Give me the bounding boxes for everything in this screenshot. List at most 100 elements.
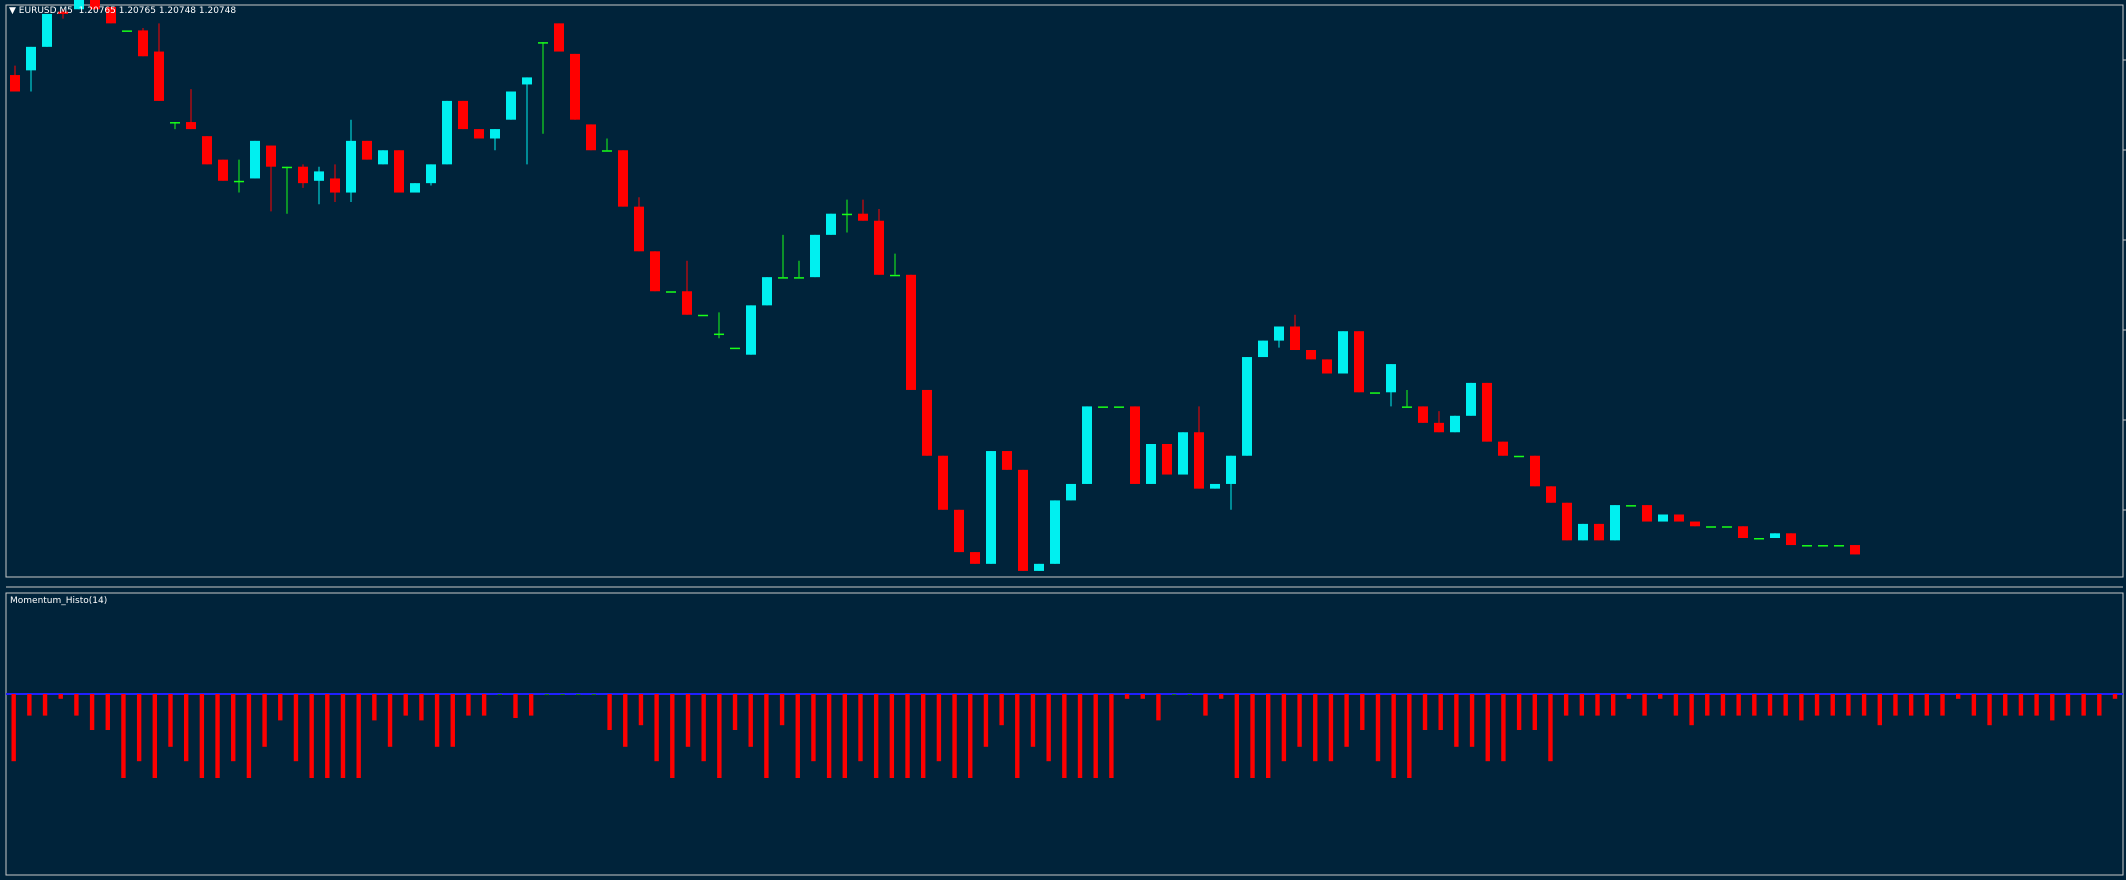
candle-body <box>1210 483 1220 489</box>
histogram-bar <box>889 694 895 778</box>
candle-body <box>666 291 676 293</box>
candle-body <box>1098 406 1108 408</box>
histogram-bar <box>1313 694 1318 762</box>
candle-body <box>1690 521 1700 527</box>
histogram-bar <box>1015 694 1020 778</box>
histogram-bar <box>215 694 220 778</box>
histogram-bar <box>638 694 644 726</box>
candle-body <box>1770 533 1780 538</box>
candle-body <box>1258 340 1268 358</box>
histogram-bar <box>1328 694 1334 762</box>
candle-body <box>426 164 436 184</box>
candle-body <box>826 213 836 235</box>
histogram-bar <box>685 694 691 747</box>
candle-body <box>890 274 900 277</box>
symbol-header[interactable]: ▼ EURUSD,M5 1.20765 1.20765 1.20748 1.20… <box>9 6 236 16</box>
histogram-bar <box>1673 694 1679 716</box>
candle-body <box>586 124 596 151</box>
histogram-bar <box>1250 694 1255 778</box>
histogram-bar <box>231 694 236 762</box>
collapse-triangle-icon[interactable]: ▼ <box>9 6 16 16</box>
candle-body <box>1354 331 1364 393</box>
candle-body <box>298 166 308 184</box>
candle-body <box>378 150 388 165</box>
histogram-bar <box>623 694 628 747</box>
histogram-bar <box>168 694 173 747</box>
candle-body <box>762 277 772 306</box>
candle-body <box>1642 505 1652 522</box>
candle-body <box>1738 526 1748 538</box>
indicator-panel-frame <box>5 592 2124 876</box>
histogram-bar <box>42 694 48 716</box>
histogram-bar <box>1156 694 1161 721</box>
histogram-bar <box>1924 694 1930 716</box>
candle-body <box>170 122 180 124</box>
candle-body <box>730 347 740 350</box>
histogram-bar <box>2050 694 2055 721</box>
candle-body <box>602 150 612 152</box>
candle-body <box>874 220 884 275</box>
candle-body <box>570 53 580 120</box>
histogram-bar <box>921 694 926 778</box>
candle-body <box>362 140 372 160</box>
histogram-bar <box>1093 694 1098 778</box>
histogram-bar <box>1830 694 1835 716</box>
candle-body <box>250 140 260 179</box>
candle-body <box>714 333 724 336</box>
histogram-bar <box>528 694 534 716</box>
histogram-bar <box>1218 694 1224 699</box>
histogram-bar <box>513 694 518 718</box>
candle-body <box>1242 357 1252 456</box>
candle-body <box>26 46 36 71</box>
candle-body <box>1498 441 1508 456</box>
histogram-bar <box>1626 694 1632 699</box>
histogram-bar <box>1940 694 1945 716</box>
candle-body <box>1050 500 1060 564</box>
histogram-bar <box>419 694 424 721</box>
candle-body <box>922 389 932 456</box>
histogram-bar <box>1360 694 1365 730</box>
candle-body <box>1578 523 1588 541</box>
ohlc-label: 1.20765 1.20765 1.20748 1.20748 <box>78 6 237 16</box>
histogram-bar <box>450 694 455 747</box>
candle-body <box>442 100 452 165</box>
histogram-bar <box>654 694 659 762</box>
histogram-bar <box>89 694 95 730</box>
candle-body <box>58 11 68 14</box>
histogram-bar <box>1579 694 1585 716</box>
histogram-bar <box>152 694 158 778</box>
histogram-bar <box>779 694 785 726</box>
candle-body <box>1610 505 1620 541</box>
candle-body <box>1418 406 1428 423</box>
histogram-bar <box>27 694 32 716</box>
candle-body <box>266 145 276 167</box>
candle-body <box>1290 326 1300 350</box>
candle-body <box>1786 533 1796 546</box>
histogram-bar <box>826 694 832 778</box>
histogram-bar <box>74 694 79 716</box>
candle-body <box>938 455 948 510</box>
symbol-label: EURUSD,M5 <box>18 6 73 16</box>
candle-body <box>954 509 964 553</box>
candle-body <box>842 213 852 216</box>
histogram-bar <box>591 694 597 695</box>
histogram-bar <box>1752 694 1757 716</box>
histogram-bar <box>560 694 565 695</box>
histogram-bar <box>1563 694 1569 716</box>
histogram-bar <box>1454 694 1459 747</box>
candle-body <box>794 277 804 279</box>
histogram-bar <box>1171 694 1177 695</box>
histogram-bar <box>1516 694 1522 730</box>
candle-body <box>650 251 660 292</box>
histogram-bar <box>481 694 487 716</box>
histogram-bar <box>1266 694 1271 778</box>
histogram-bar <box>1485 694 1490 762</box>
candle-body <box>970 552 980 564</box>
candle-body <box>1706 526 1716 528</box>
histogram-bar <box>1720 694 1726 716</box>
histogram-bar <box>748 694 753 747</box>
candle-body <box>394 150 404 193</box>
candle-body <box>1450 415 1460 433</box>
histogram-bar <box>121 694 126 778</box>
